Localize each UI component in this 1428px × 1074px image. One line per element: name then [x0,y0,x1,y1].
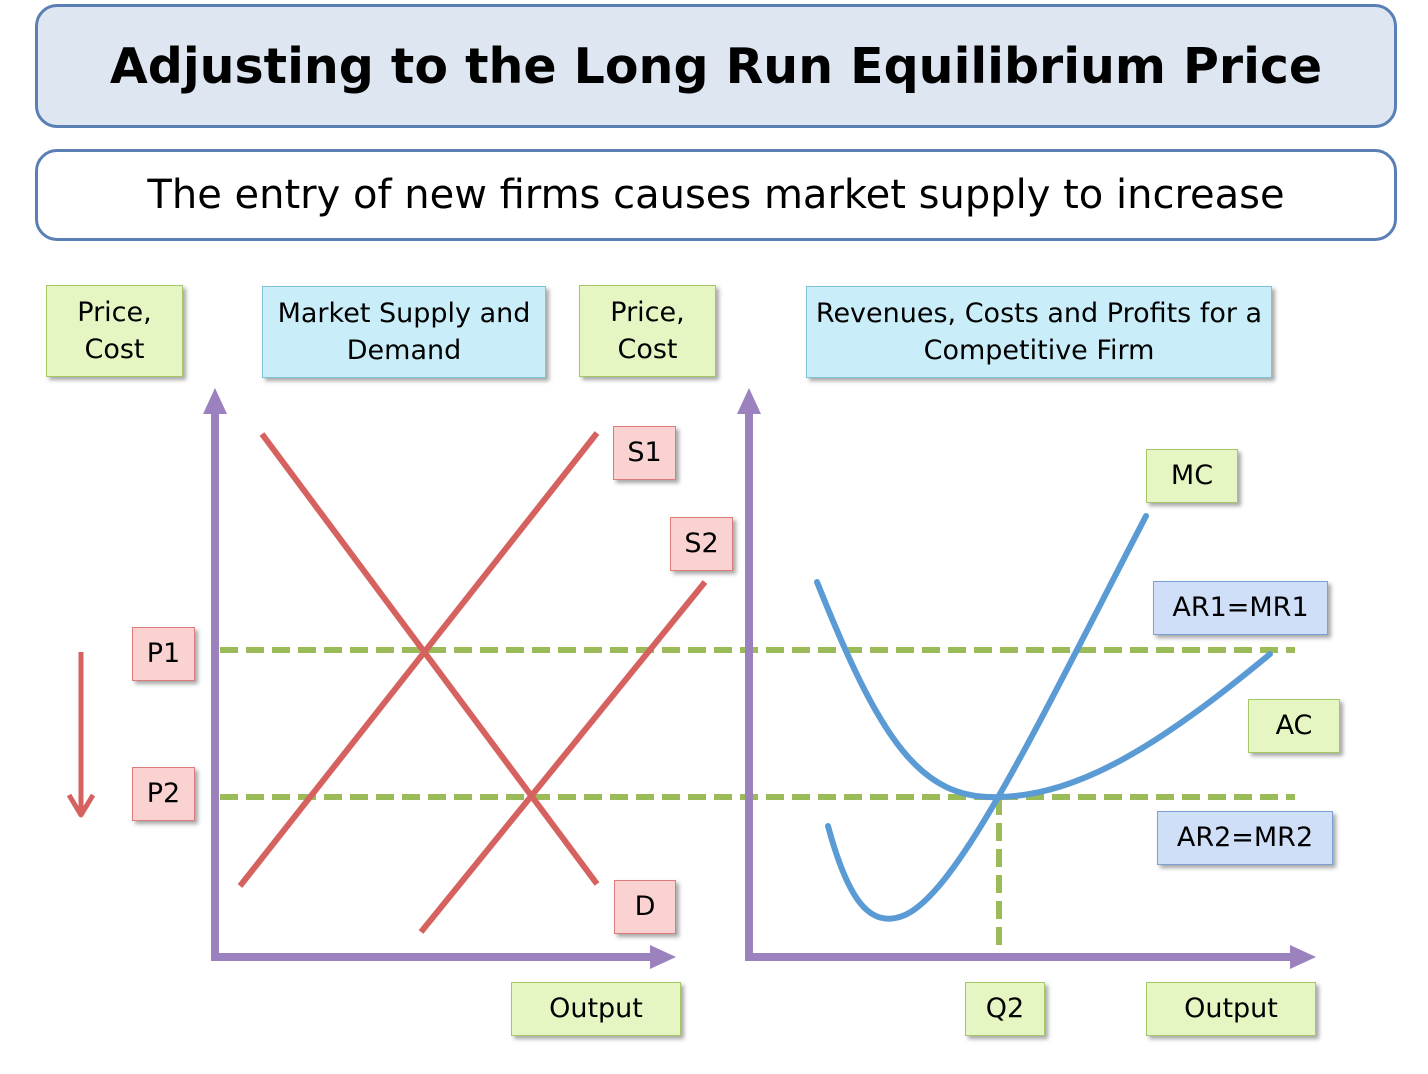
ar2-mr2-label: AR2=MR2 [1157,811,1333,865]
firm-y-axis-arrowhead [737,388,761,414]
p2-price-label: P2 [132,767,195,821]
market-panel-heading: Market Supply and Demand [262,286,546,378]
market-x-axis-arrowhead [650,945,676,969]
mc-curve [825,513,1149,922]
ac-curve-label: AC [1248,699,1340,753]
firm-axes [745,408,1295,961]
ar1-mr1-label: AR1=MR1 [1153,581,1328,635]
supply-curve-s1 [237,431,600,888]
q2-quantity-label: Q2 [965,982,1045,1036]
market-axes [211,408,655,961]
price-fall-arrow-head [66,793,96,818]
p1-price-label: P1 [132,627,195,681]
demand-curve [259,432,600,886]
market-y-axis-label: Price, Cost [46,285,183,377]
demand-curve-label: D [614,880,676,934]
page-title: Adjusting to the Long Run Equilibrium Pr… [109,37,1323,95]
firm-x-axis-label: Output [1146,982,1316,1036]
firm-x-axis-arrowhead [1290,945,1316,969]
s1-curve-label: S1 [613,426,676,480]
firm-panel-heading: Revenues, Costs and Profits for a Compet… [806,286,1272,378]
page-subtitle: The entry of new firms causes market sup… [147,172,1285,218]
s2-curve-label: S2 [670,517,733,571]
market-y-axis-arrowhead [203,388,227,414]
title-banner: Adjusting to the Long Run Equilibrium Pr… [35,4,1397,128]
market-x-axis-label: Output [511,982,681,1036]
supply-curve-s2 [418,580,708,934]
subtitle-banner: The entry of new firms causes market sup… [35,149,1397,241]
mc-curve-label: MC [1146,449,1238,503]
firm-y-axis-label: Price, Cost [579,285,716,377]
